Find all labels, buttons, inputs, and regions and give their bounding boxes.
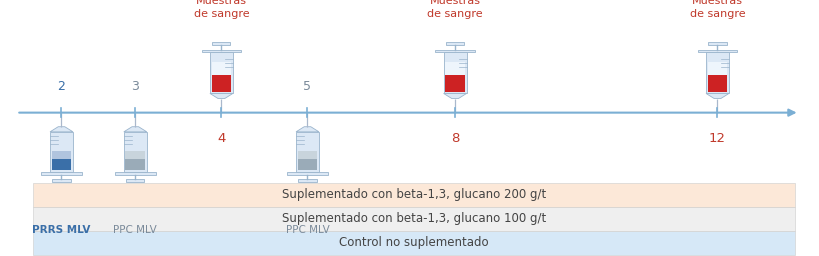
Bar — [201, 50, 241, 52]
Bar — [33, 231, 794, 255]
Bar — [443, 52, 466, 93]
Bar — [446, 42, 464, 45]
Bar — [52, 179, 70, 182]
Text: 5: 5 — [303, 80, 311, 93]
Bar — [707, 74, 726, 92]
Bar — [212, 42, 230, 45]
Bar — [435, 50, 474, 52]
Bar — [445, 62, 464, 74]
Text: Suplementado con beta-1,3, glucano 100 g/t: Suplementado con beta-1,3, glucano 100 g… — [282, 212, 545, 225]
Bar — [211, 74, 231, 92]
Bar — [697, 50, 736, 52]
Text: 12: 12 — [708, 132, 725, 145]
Text: PPC MLV: PPC MLV — [113, 225, 157, 235]
Polygon shape — [296, 127, 319, 132]
Bar — [125, 151, 145, 159]
Text: Control no suplementado: Control no suplementado — [339, 236, 488, 249]
Bar — [211, 62, 231, 74]
Bar — [707, 62, 726, 74]
Text: PPC MLV: PPC MLV — [285, 225, 329, 235]
Bar — [125, 159, 145, 170]
Polygon shape — [124, 127, 147, 132]
Bar — [708, 42, 726, 45]
Polygon shape — [50, 127, 73, 132]
Bar — [50, 132, 73, 172]
Text: 3: 3 — [131, 80, 139, 93]
Text: Muestras
de sangre: Muestras de sangre — [427, 0, 482, 18]
Bar — [296, 132, 319, 172]
Bar — [52, 151, 71, 159]
Bar — [297, 159, 317, 170]
Text: 2: 2 — [57, 80, 66, 93]
Text: Muestras
de sangre: Muestras de sangre — [689, 0, 744, 18]
Bar — [298, 179, 316, 182]
Text: Suplementado con beta-1,3, glucano 200 g/t: Suplementado con beta-1,3, glucano 200 g… — [282, 188, 545, 201]
Bar — [287, 172, 328, 175]
Bar — [115, 172, 156, 175]
Bar — [297, 151, 317, 159]
Text: Muestras
de sangre: Muestras de sangre — [193, 0, 249, 18]
Bar — [33, 183, 794, 207]
Bar — [52, 159, 71, 170]
Bar — [210, 52, 233, 93]
Text: 4: 4 — [217, 132, 225, 145]
Polygon shape — [210, 93, 233, 99]
Bar — [445, 74, 464, 92]
Bar — [705, 52, 728, 93]
Polygon shape — [443, 93, 466, 99]
Text: PRRS MLV: PRRS MLV — [32, 225, 91, 235]
Bar — [33, 207, 794, 231]
Bar — [124, 132, 147, 172]
Polygon shape — [705, 93, 728, 99]
Bar — [41, 172, 82, 175]
Bar — [126, 179, 144, 182]
Text: 8: 8 — [450, 132, 459, 145]
